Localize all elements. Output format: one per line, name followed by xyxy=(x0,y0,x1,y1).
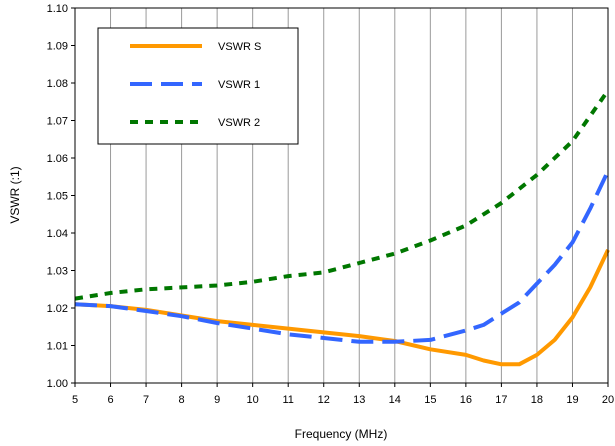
legend-label: VSWR 2 xyxy=(218,117,260,129)
y-tick-label: 1.04 xyxy=(47,228,68,240)
legend: VSWR S VSWR 1 VSWR 2 xyxy=(97,27,299,145)
y-tick-label: 1.09 xyxy=(47,41,68,53)
x-tick-label: 11 xyxy=(282,394,293,406)
y-tick-label: 1.06 xyxy=(47,153,68,165)
x-tick-label: 12 xyxy=(318,394,330,406)
x-tick-label: 18 xyxy=(531,394,543,406)
y-tick-label: 1.10 xyxy=(47,3,68,15)
y-axis-ticks: 1.00 1.01 1.02 1.03 1.04 1.05 1.06 1.07 1.08 1.09… xyxy=(47,3,75,390)
x-tick-label: 6 xyxy=(107,394,113,406)
x-tick-label: 8 xyxy=(179,394,185,406)
series-line-vswr-1 xyxy=(74,170,610,344)
x-tick-label: 19 xyxy=(566,394,578,406)
x-tick-label: 20 xyxy=(602,394,614,406)
plot-border xyxy=(74,7,609,384)
x-tick-label: 5 xyxy=(72,394,78,406)
x-axis-ticks: 5 6 7 8 9 10 11 12 13 14 15 16 17 18 19 20 xyxy=(72,383,614,406)
y-axis-title: VSWR (:1) xyxy=(8,166,22,223)
y-tick-label: 1.05 xyxy=(47,191,68,203)
legend-label: VSWR 1 xyxy=(218,79,260,91)
y-tick-label: 1.01 xyxy=(47,341,68,353)
series-lines xyxy=(74,89,610,367)
x-tick-label: 16 xyxy=(460,394,472,406)
y-tick-label: 1.03 xyxy=(47,266,68,278)
x-tick-label: 17 xyxy=(495,394,507,406)
y-tick-label: 1.02 xyxy=(47,303,68,315)
y-tick-label: 1.08 xyxy=(47,78,68,90)
x-axis-title: Frequency (MHz) xyxy=(295,427,388,441)
y-tick-label: 1.00 xyxy=(47,378,68,390)
x-tick-label: 15 xyxy=(424,394,436,406)
legend-label: VSWR S xyxy=(218,41,261,53)
y-tick-label: 1.07 xyxy=(47,116,68,128)
grid-lines xyxy=(110,8,573,383)
x-tick-label: 14 xyxy=(389,394,401,406)
x-tick-label: 13 xyxy=(353,394,365,406)
x-tick-label: 7 xyxy=(143,394,149,406)
x-tick-label: 9 xyxy=(214,394,220,406)
x-tick-label: 10 xyxy=(247,394,259,406)
